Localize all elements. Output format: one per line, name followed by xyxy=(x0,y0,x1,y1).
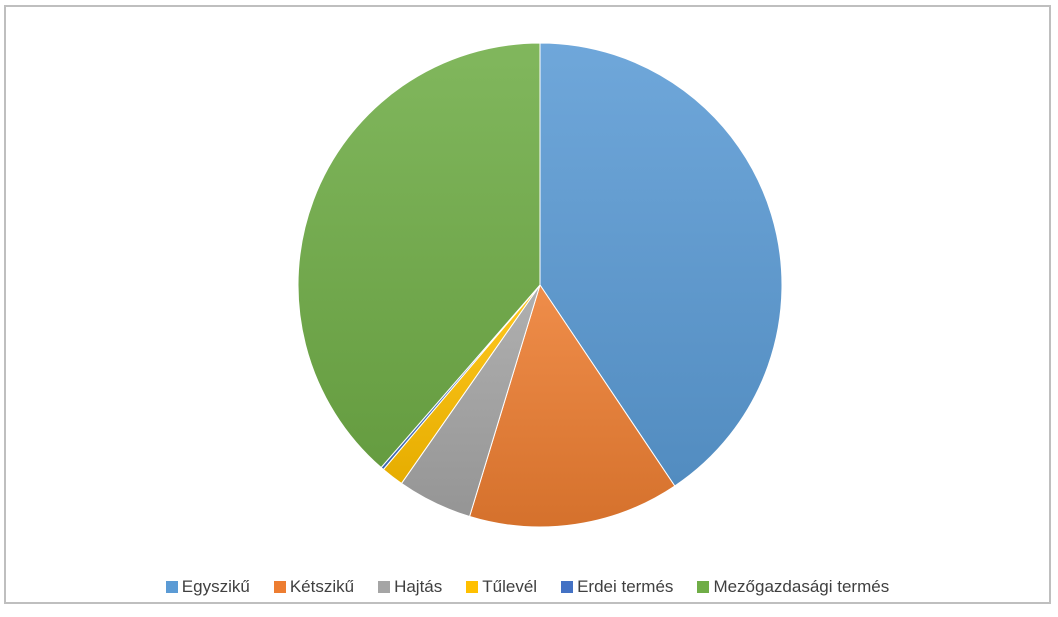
legend-label: Erdei termés xyxy=(577,577,674,596)
pie-slice-egysziku xyxy=(539,42,783,487)
legend-swatch xyxy=(378,581,391,593)
legend: Egyszikű Kétszikű Hajtás Tűlevél Erdei termé… xyxy=(6,574,1049,600)
chart-area: Egyszikű Kétszikű Hajtás Tűlevél Erdei termé… xyxy=(4,5,1051,604)
legend-label: Kétszikű xyxy=(289,577,355,596)
legend-label: Hajtás xyxy=(394,577,443,596)
legend-label: Egyszikű xyxy=(181,577,250,596)
legend-label: Tűlevél xyxy=(482,577,538,596)
legend-item-mezogazdasagi-termes: Mezőgazdasági termés xyxy=(697,577,889,597)
legend-item-ketsziku: Kétszikű xyxy=(273,577,355,597)
legend-swatch xyxy=(466,581,479,593)
legend-swatch xyxy=(273,581,286,593)
legend-item-erdei-termes: Erdei termés xyxy=(561,577,673,597)
legend-item-tulevel: Tűlevél xyxy=(466,577,537,597)
pie-slice-ketsziku xyxy=(469,284,676,528)
legend-item-egysziku: Egyszikű xyxy=(165,577,250,597)
legend-swatch xyxy=(697,581,710,593)
legend-swatch xyxy=(561,581,574,593)
legend-swatch xyxy=(165,581,178,593)
legend-label: Mezőgazdasági termés xyxy=(713,577,890,596)
pie-slices xyxy=(297,42,783,528)
pie-chart xyxy=(297,42,783,528)
legend-item-hajtas: Hajtás xyxy=(378,577,442,597)
pie-slice-mezogazdasagi-termes xyxy=(297,42,541,469)
